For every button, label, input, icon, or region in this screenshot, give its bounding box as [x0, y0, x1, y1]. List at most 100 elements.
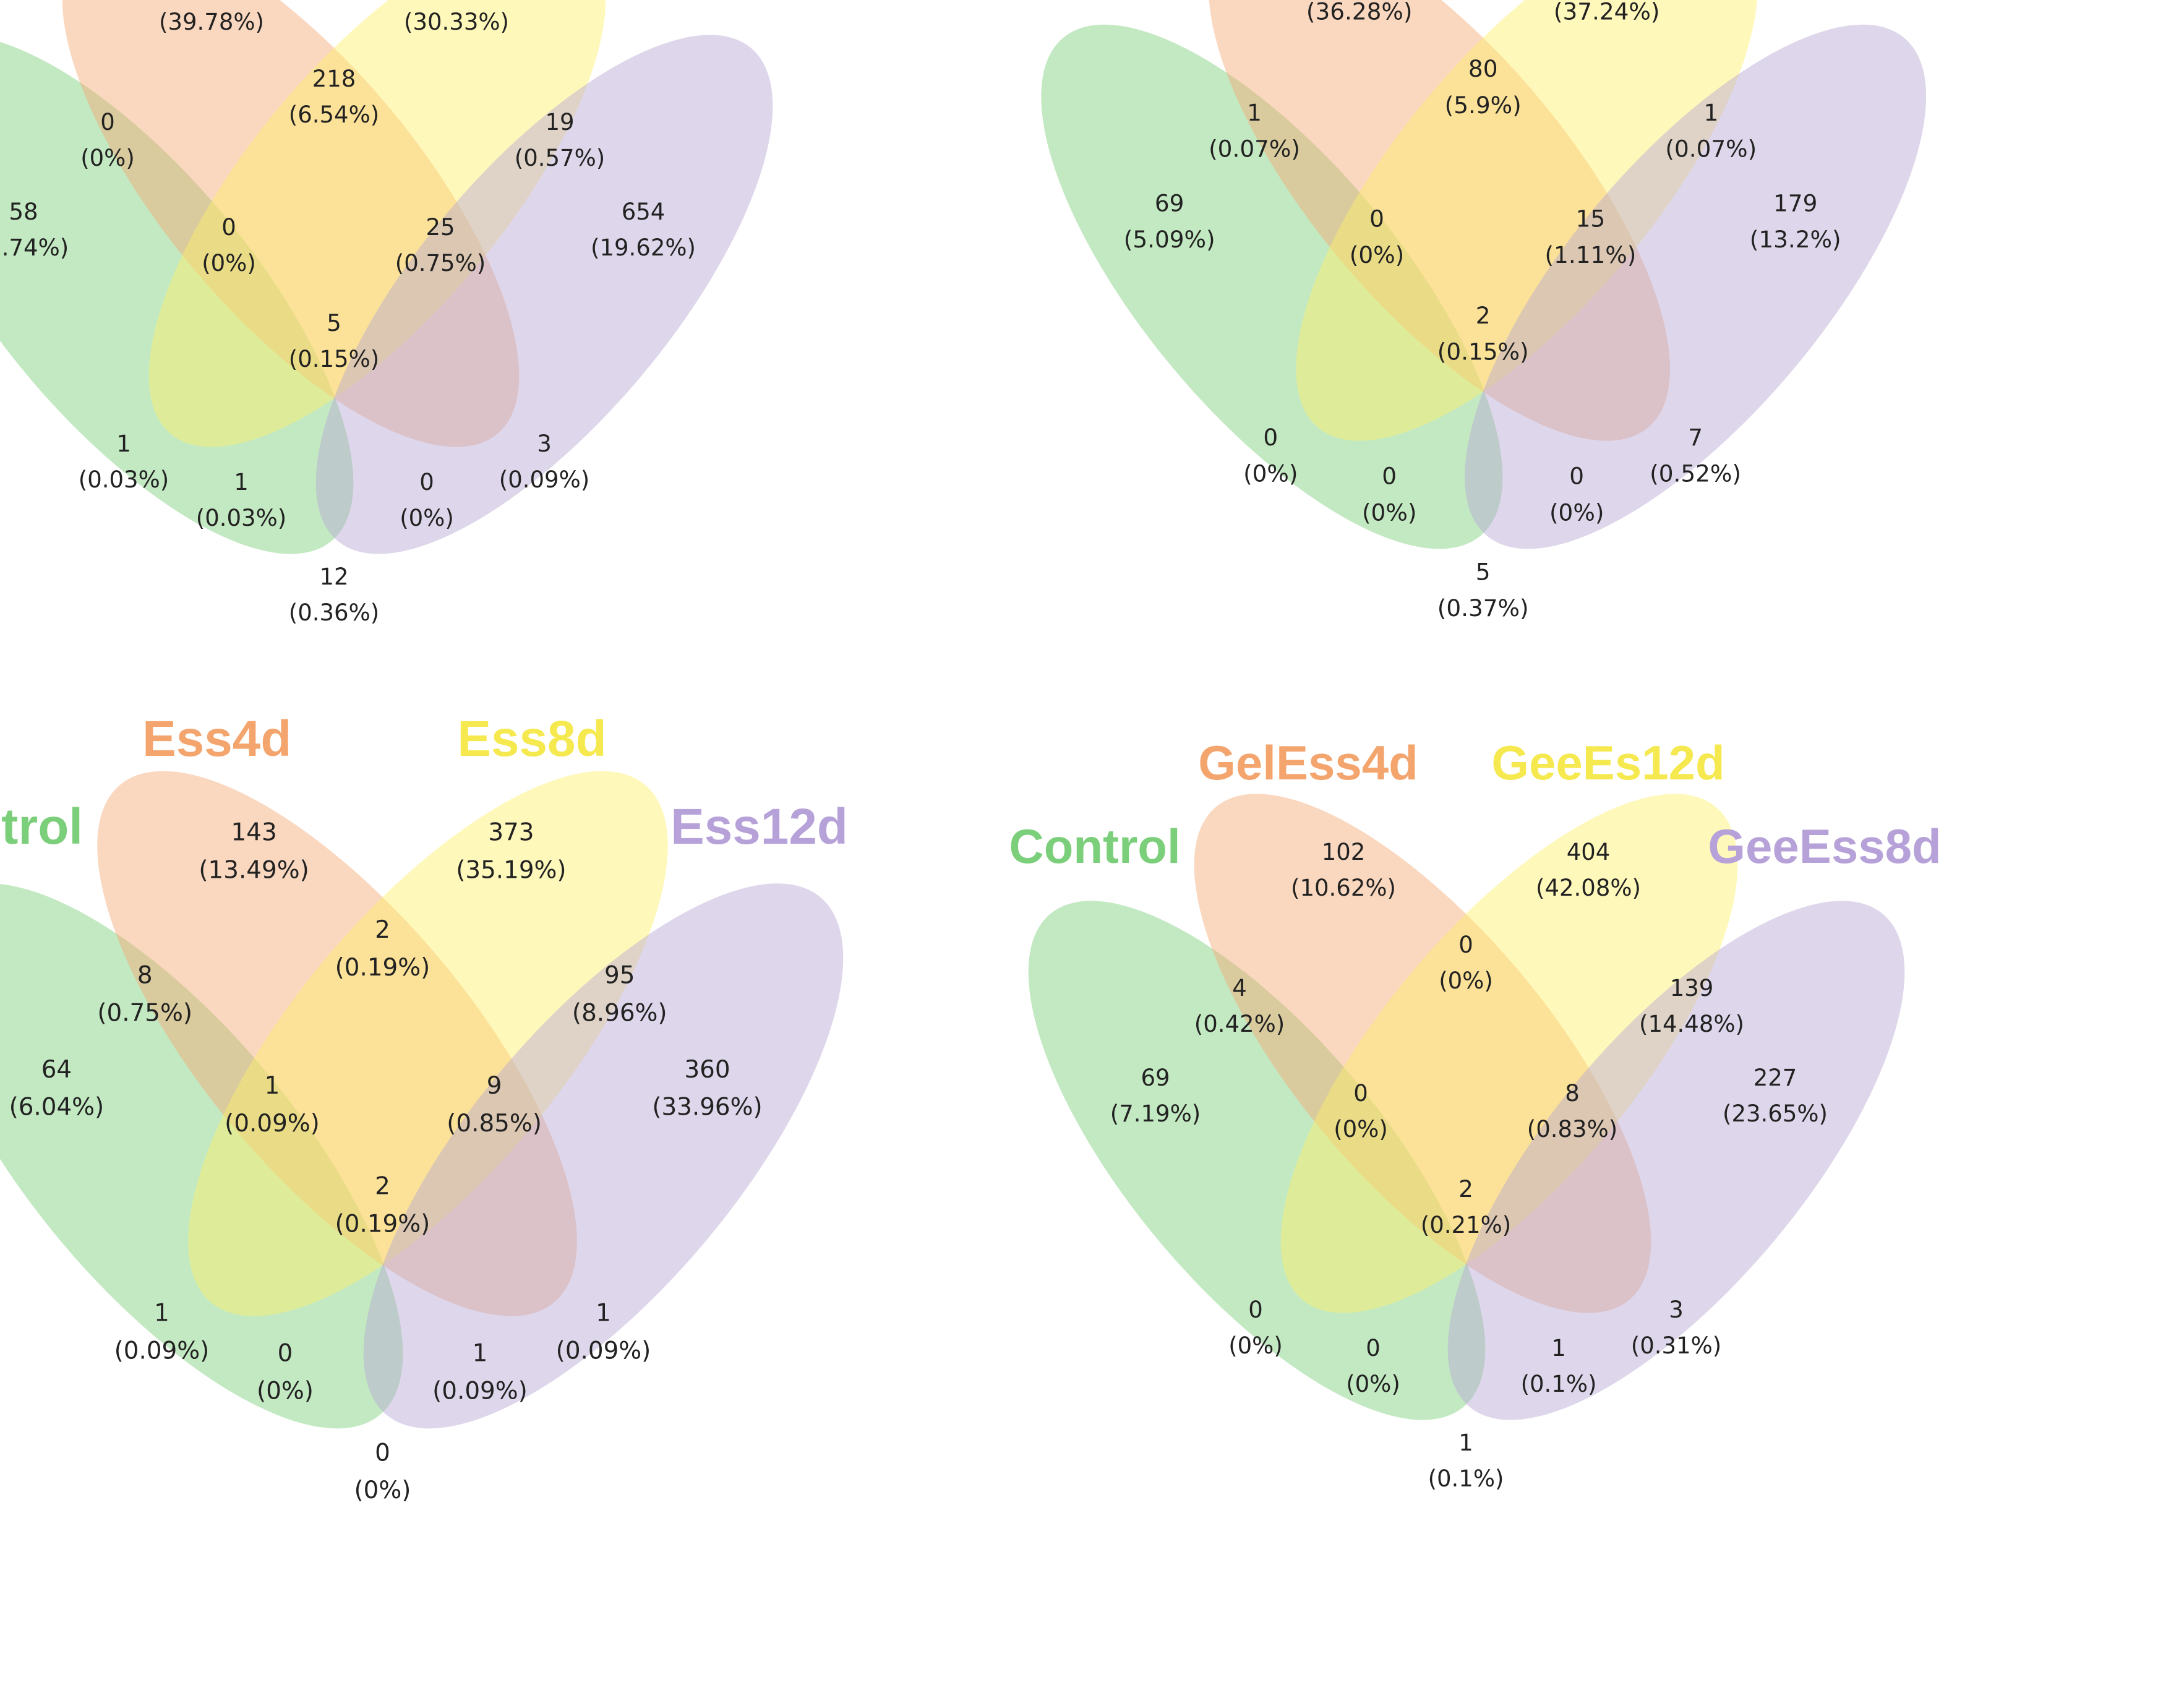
region-ABD-count: 1 [473, 1340, 488, 1368]
region-BCD-count: 8 [1565, 1080, 1580, 1107]
region-A-count: 58 [9, 199, 38, 225]
region-AD-count: 5 [1476, 558, 1491, 585]
set-label-4: GeeEss8d [1708, 819, 1941, 873]
region-AD-percent: (0.1%) [1428, 1465, 1504, 1492]
region-D-percent: (23.65%) [1723, 1100, 1828, 1127]
set-ellipse-2 [62, 0, 520, 447]
region-B-percent: (39.78%) [159, 9, 264, 35]
region-ABCD-percent: (0.21%) [1421, 1212, 1511, 1238]
region-AB-percent: (0.07%) [1209, 135, 1300, 162]
region-ACD-count: 0 [1366, 1335, 1381, 1361]
region-ABCD-count: 2 [375, 1173, 390, 1201]
set-label-3: Ess8d [457, 711, 606, 767]
set-ellipse-1 [0, 883, 403, 1429]
region-D-percent: (19.62%) [591, 234, 696, 261]
region-CD-count: 139 [1670, 975, 1714, 1001]
region-AD-percent: (0.37%) [1437, 594, 1529, 622]
set-label-1: Control [1009, 819, 1180, 873]
region-C-percent: (30.33%) [404, 9, 509, 35]
region-ABCD-percent: (0.15%) [1437, 338, 1529, 366]
region-ABC-percent: (0%) [1350, 241, 1404, 268]
region-ABD-count: 0 [419, 469, 434, 495]
region-ABC-count: 1 [265, 1072, 280, 1100]
set-label-2: GelEss4d [1198, 735, 1418, 790]
region-C-percent: (42.08%) [1536, 875, 1641, 901]
region-BCD-percent: (0.83%) [1527, 1116, 1617, 1142]
region-BD-count: 3 [537, 431, 552, 457]
region-ACD-count: 0 [1382, 463, 1397, 490]
region-D-count: 227 [1754, 1065, 1797, 1091]
region-AC-percent: (0%) [1243, 460, 1298, 487]
region-BCD-percent: (0.75%) [395, 250, 486, 276]
region-A-percent: (1.74%) [0, 234, 69, 261]
region-B-count: 143 [231, 819, 277, 847]
region-D-count: 179 [1773, 189, 1817, 216]
region-BCD-count: 25 [426, 214, 455, 241]
region-AB-percent: (0.42%) [1194, 1011, 1285, 1037]
region-ABCD-count: 5 [327, 310, 341, 336]
region-AD-percent: (0%) [354, 1477, 411, 1504]
region-AC-count: 0 [1263, 424, 1278, 451]
region-ABD-count: 0 [1569, 463, 1584, 490]
region-A-percent: (7.19%) [1110, 1100, 1201, 1127]
set-ellipse-2 [97, 771, 577, 1316]
region-AC-count: 1 [116, 431, 131, 457]
region-C-count: 373 [488, 819, 534, 847]
region-ABD-percent: (0.09%) [432, 1378, 528, 1405]
region-CD-percent: (14.48%) [1639, 1011, 1744, 1037]
set-label-4: Ess12d [670, 799, 848, 855]
region-ABCD-percent: (0.15%) [289, 346, 379, 372]
region-D-count: 360 [684, 1056, 730, 1084]
venn-diagram-4: Control GelEss4d GeeEs12d GeeEss8d 69 (7.19%)… [1009, 735, 1941, 1492]
region-AD-count: 12 [319, 564, 348, 590]
region-AB-percent: (0.75%) [97, 999, 192, 1027]
region-C-percent: (37.24%) [1554, 0, 1660, 25]
region-ACD-percent: (0.03%) [196, 505, 286, 531]
region-ABD-count: 1 [1551, 1335, 1566, 1361]
set-ellipse-3 [188, 771, 668, 1316]
region-BC-percent: (0%) [1439, 967, 1493, 994]
region-BD-percent: (0.52%) [1650, 460, 1741, 487]
set-ellipse-1 [1041, 24, 1503, 549]
region-ABC-count: 0 [1353, 1080, 1368, 1107]
region-D-percent: (13.2%) [1750, 226, 1841, 253]
region-BD-count: 7 [1688, 424, 1703, 451]
region-CD-count: 95 [604, 962, 635, 990]
region-CD-count: 1 [1703, 99, 1718, 126]
region-BD-percent: (0.09%) [499, 466, 589, 493]
region-ABC-percent: (0%) [1334, 1116, 1388, 1142]
region-AB-percent: (0%) [80, 145, 135, 171]
region-B-percent: (36.28%) [1306, 0, 1413, 25]
region-CD-percent: (8.96%) [572, 999, 667, 1027]
set-ellipse-4 [363, 883, 844, 1429]
region-A-count: 69 [1141, 1065, 1170, 1091]
set-label-4: d4 [664, 0, 721, 7]
set-ellipse-2 [1194, 794, 1651, 1313]
region-ABC-percent: (0.09%) [225, 1110, 320, 1138]
region-ACD-count: 0 [278, 1340, 293, 1368]
region-AC-count: 1 [154, 1300, 169, 1327]
region-BC-count: 2 [375, 916, 390, 944]
region-C-percent: (35.19%) [456, 856, 566, 884]
region-BCD-count: 15 [1576, 205, 1606, 233]
region-AD-percent: (0.36%) [289, 599, 379, 626]
region-ACD-count: 1 [234, 469, 249, 495]
region-BD-count: 1 [596, 1300, 611, 1327]
set-ellipse-4 [1465, 24, 1927, 549]
region-D-count: 654 [622, 199, 666, 225]
set-ellipse-4 [315, 35, 773, 554]
region-AC-percent: (0%) [1228, 1332, 1283, 1359]
set-ellipse-2 [1209, 0, 1670, 441]
set-label-1: Control [0, 799, 83, 855]
set-ellipse-4 [1447, 901, 1905, 1420]
set-label-3: GeeEs12d [1491, 735, 1724, 790]
region-CD-count: 19 [545, 109, 574, 135]
region-BC-count: 80 [1468, 55, 1498, 82]
set-label-2: Ess4d [142, 711, 291, 767]
region-B-percent: (10.62%) [1291, 875, 1396, 901]
region-ACD-percent: (0%) [1346, 1371, 1400, 1397]
region-BD-percent: (0.09%) [556, 1337, 651, 1365]
region-A-percent: (5.09%) [1124, 226, 1215, 253]
